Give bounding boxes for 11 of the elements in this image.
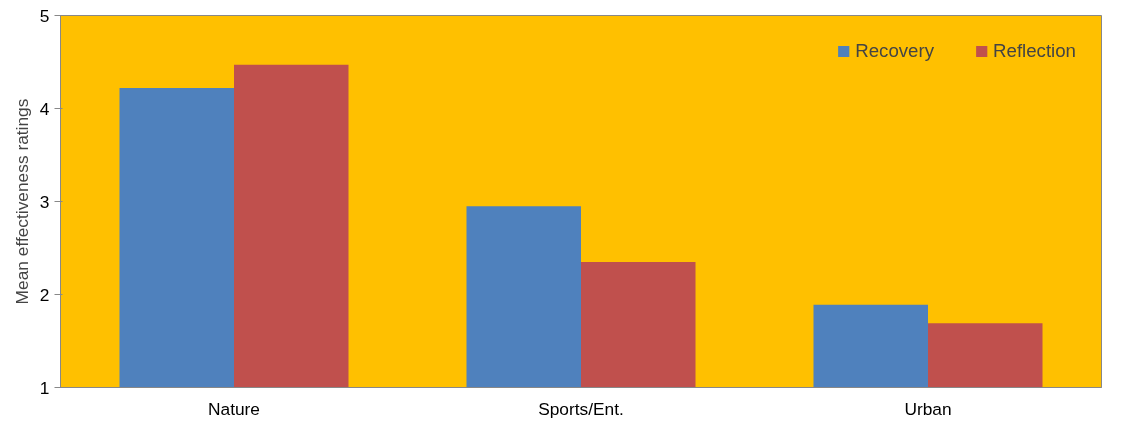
legend-label: Reflection — [993, 40, 1076, 62]
y-tick-label: 2 — [39, 284, 50, 305]
y-tick-label: 3 — [39, 191, 50, 212]
x-tick-label: Urban — [904, 398, 952, 419]
x-tick-label: Nature — [208, 398, 261, 419]
y-tick-label: 1 — [39, 377, 50, 398]
legend-label: Recovery — [855, 40, 935, 62]
y-tick-label: 5 — [39, 5, 50, 26]
x-tick-label: Sports/Ent. — [538, 398, 624, 419]
y-tick-label: 4 — [39, 98, 50, 119]
y-axis-title: Mean effectiveness ratings — [11, 98, 32, 305]
